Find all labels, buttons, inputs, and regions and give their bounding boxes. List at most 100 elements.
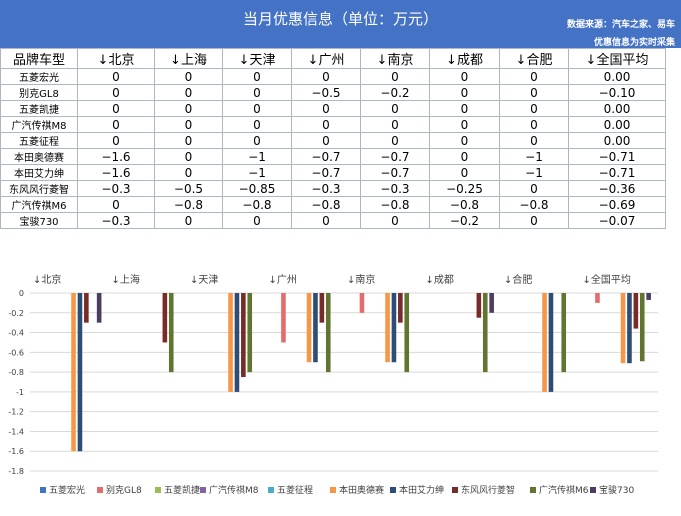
value-cell[interactable]: 0 — [154, 100, 223, 117]
value-cell[interactable]: 0 — [291, 68, 361, 85]
model-name-cell[interactable]: 东风风行菱智 — [0, 180, 78, 197]
model-name-cell[interactable]: 本田艾力绅 — [0, 164, 78, 181]
bar — [96, 293, 102, 323]
value-cell[interactable]: 0 — [291, 132, 361, 149]
value-cell[interactable]: −0.8 — [154, 196, 223, 213]
value-cell[interactable]: 0 — [77, 116, 155, 133]
value-cell[interactable]: −0.8 — [291, 196, 361, 213]
model-name-cell[interactable]: 别克GL8 — [0, 84, 78, 101]
value-cell[interactable]: 0 — [429, 100, 500, 117]
value-cell[interactable]: −0.7 — [291, 148, 361, 165]
value-cell[interactable]: 0 — [222, 68, 292, 85]
value-cell[interactable]: 0.00 — [568, 100, 666, 117]
value-cell[interactable]: −0.85 — [222, 180, 292, 197]
value-cell[interactable]: −0.7 — [360, 148, 430, 165]
legend-label: 五菱宏光 — [49, 484, 85, 496]
model-name-cell[interactable]: 广汽传祺M6 — [0, 196, 78, 213]
value-cell[interactable]: −0.8 — [429, 196, 500, 213]
value-cell[interactable]: 0 — [429, 84, 500, 101]
value-cell[interactable]: −0.8 — [222, 196, 292, 213]
value-cell[interactable]: −0.71 — [568, 164, 666, 181]
value-cell[interactable]: 0 — [77, 196, 155, 213]
value-cell[interactable]: 0 — [499, 84, 569, 101]
value-cell[interactable]: −1 — [499, 164, 569, 181]
value-cell[interactable]: 0 — [429, 148, 500, 165]
value-cell[interactable]: 0 — [77, 68, 155, 85]
value-cell[interactable]: 0 — [77, 100, 155, 117]
value-cell[interactable]: 0 — [360, 132, 430, 149]
value-cell[interactable]: −0.69 — [568, 196, 666, 213]
value-cell[interactable]: −0.7 — [360, 164, 430, 181]
value-cell[interactable]: 0 — [154, 132, 223, 149]
header-banner: 当月优惠信息（单位：万元） 数据来源：汽车之家、易车 优惠信息为实时采集 — [0, 0, 681, 48]
value-cell[interactable]: 0 — [222, 132, 292, 149]
value-cell[interactable]: 0 — [429, 116, 500, 133]
value-cell[interactable]: −1 — [222, 164, 292, 181]
value-cell[interactable]: 0 — [499, 212, 569, 229]
model-name-cell[interactable]: 本田奥德赛 — [0, 148, 78, 165]
value-cell[interactable]: 0.00 — [568, 68, 666, 85]
value-cell[interactable]: −0.5 — [291, 84, 361, 101]
value-cell[interactable]: 0 — [499, 116, 569, 133]
table-row: 广汽传祺M6 0 −0.8 −0.8 −0.8 −0.8 −0.8 −0.8 −0.69 — [0, 196, 666, 213]
value-cell[interactable]: −0.07 — [568, 212, 666, 229]
value-cell[interactable]: −0.2 — [360, 84, 430, 101]
value-cell[interactable]: 0.00 — [568, 116, 666, 133]
value-cell[interactable]: −0.10 — [568, 84, 666, 101]
legend-swatch — [40, 487, 46, 493]
value-cell[interactable]: 0 — [499, 132, 569, 149]
model-name-cell[interactable]: 广汽传祺M8 — [0, 116, 78, 133]
value-cell[interactable]: −0.25 — [429, 180, 500, 197]
value-cell[interactable]: 0 — [222, 100, 292, 117]
value-cell[interactable]: −0.8 — [499, 196, 569, 213]
category-label: ↓天津 — [190, 274, 218, 286]
value-cell[interactable]: −0.5 — [154, 180, 223, 197]
value-cell[interactable]: 0 — [429, 164, 500, 181]
value-cell[interactable]: −0.71 — [568, 148, 666, 165]
value-cell[interactable]: −1.6 — [77, 148, 155, 165]
value-cell[interactable]: 0 — [154, 116, 223, 133]
bar — [84, 293, 89, 323]
value-cell[interactable]: −0.36 — [568, 180, 666, 197]
value-cell[interactable]: 0 — [291, 212, 361, 229]
bar — [646, 293, 651, 300]
value-cell[interactable]: 0 — [499, 68, 569, 85]
value-cell[interactable]: 0.00 — [568, 132, 666, 149]
model-name-cell[interactable]: 五菱凯捷 — [0, 100, 78, 117]
value-cell[interactable]: 0 — [429, 68, 500, 85]
column-header: ↓全国平均 — [568, 48, 666, 69]
value-cell[interactable]: 0 — [77, 132, 155, 149]
value-cell[interactable]: 0 — [360, 116, 430, 133]
model-name-cell[interactable]: 五菱征程 — [0, 132, 78, 149]
value-cell[interactable]: 0 — [154, 84, 223, 101]
value-cell[interactable]: 0 — [360, 68, 430, 85]
model-name-cell[interactable]: 五菱宏光 — [0, 68, 78, 85]
bar — [398, 293, 403, 323]
bar — [71, 293, 76, 452]
value-cell[interactable]: −0.7 — [291, 164, 361, 181]
value-cell[interactable]: 0 — [360, 100, 430, 117]
bar — [482, 293, 488, 373]
value-cell[interactable]: −0.2 — [429, 212, 500, 229]
value-cell[interactable]: 0 — [77, 84, 155, 101]
value-cell[interactable]: 0 — [154, 164, 223, 181]
value-cell[interactable]: 0 — [154, 68, 223, 85]
value-cell[interactable]: 0 — [222, 84, 292, 101]
value-cell[interactable]: −0.8 — [360, 196, 430, 213]
value-cell[interactable]: 0 — [499, 100, 569, 117]
value-cell[interactable]: 0 — [291, 116, 361, 133]
value-cell[interactable]: −1 — [499, 148, 569, 165]
value-cell[interactable]: 0 — [291, 100, 361, 117]
value-cell[interactable]: −1.6 — [77, 164, 155, 181]
value-cell[interactable]: −0.3 — [360, 180, 430, 197]
value-cell[interactable]: 0 — [222, 116, 292, 133]
value-cell[interactable]: −0.3 — [77, 180, 155, 197]
value-cell[interactable]: 0 — [499, 180, 569, 197]
value-cell[interactable]: −1 — [222, 148, 292, 165]
table-row: 别克GL8 0 0 0 −0.5 −0.2 0 0 −0.10 — [0, 84, 666, 101]
value-cell[interactable]: 0 — [154, 148, 223, 165]
value-cell[interactable]: 0 — [429, 132, 500, 149]
value-cell[interactable]: −0.3 — [291, 180, 361, 197]
legend-label: 五菱征程 — [277, 484, 313, 496]
category-label: ↓广州 — [269, 274, 297, 286]
